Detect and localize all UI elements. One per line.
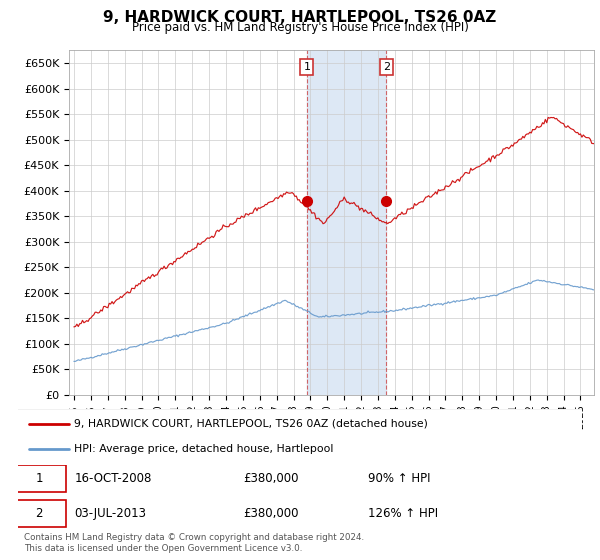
- Text: 2: 2: [383, 62, 390, 72]
- FancyBboxPatch shape: [13, 500, 66, 526]
- FancyBboxPatch shape: [13, 408, 587, 463]
- Text: 90% ↑ HPI: 90% ↑ HPI: [368, 473, 430, 486]
- Text: 1: 1: [304, 62, 310, 72]
- Text: £380,000: £380,000: [244, 507, 299, 520]
- Text: 03-JUL-2013: 03-JUL-2013: [74, 507, 146, 520]
- Text: 16-OCT-2008: 16-OCT-2008: [74, 473, 152, 486]
- Bar: [307, 50, 386, 395]
- Text: 9, HARDWICK COURT, HARTLEPOOL, TS26 0AZ: 9, HARDWICK COURT, HARTLEPOOL, TS26 0AZ: [103, 10, 497, 25]
- FancyBboxPatch shape: [13, 465, 66, 492]
- Text: 2: 2: [35, 507, 43, 520]
- Text: HPI: Average price, detached house, Hartlepool: HPI: Average price, detached house, Hart…: [74, 444, 334, 454]
- Text: 1: 1: [35, 473, 43, 486]
- Text: Price paid vs. HM Land Registry's House Price Index (HPI): Price paid vs. HM Land Registry's House …: [131, 21, 469, 34]
- Text: £380,000: £380,000: [244, 473, 299, 486]
- Text: Contains HM Land Registry data © Crown copyright and database right 2024.
This d: Contains HM Land Registry data © Crown c…: [24, 533, 364, 553]
- Text: 9, HARDWICK COURT, HARTLEPOOL, TS26 0AZ (detached house): 9, HARDWICK COURT, HARTLEPOOL, TS26 0AZ …: [74, 419, 428, 429]
- Text: 126% ↑ HPI: 126% ↑ HPI: [368, 507, 438, 520]
